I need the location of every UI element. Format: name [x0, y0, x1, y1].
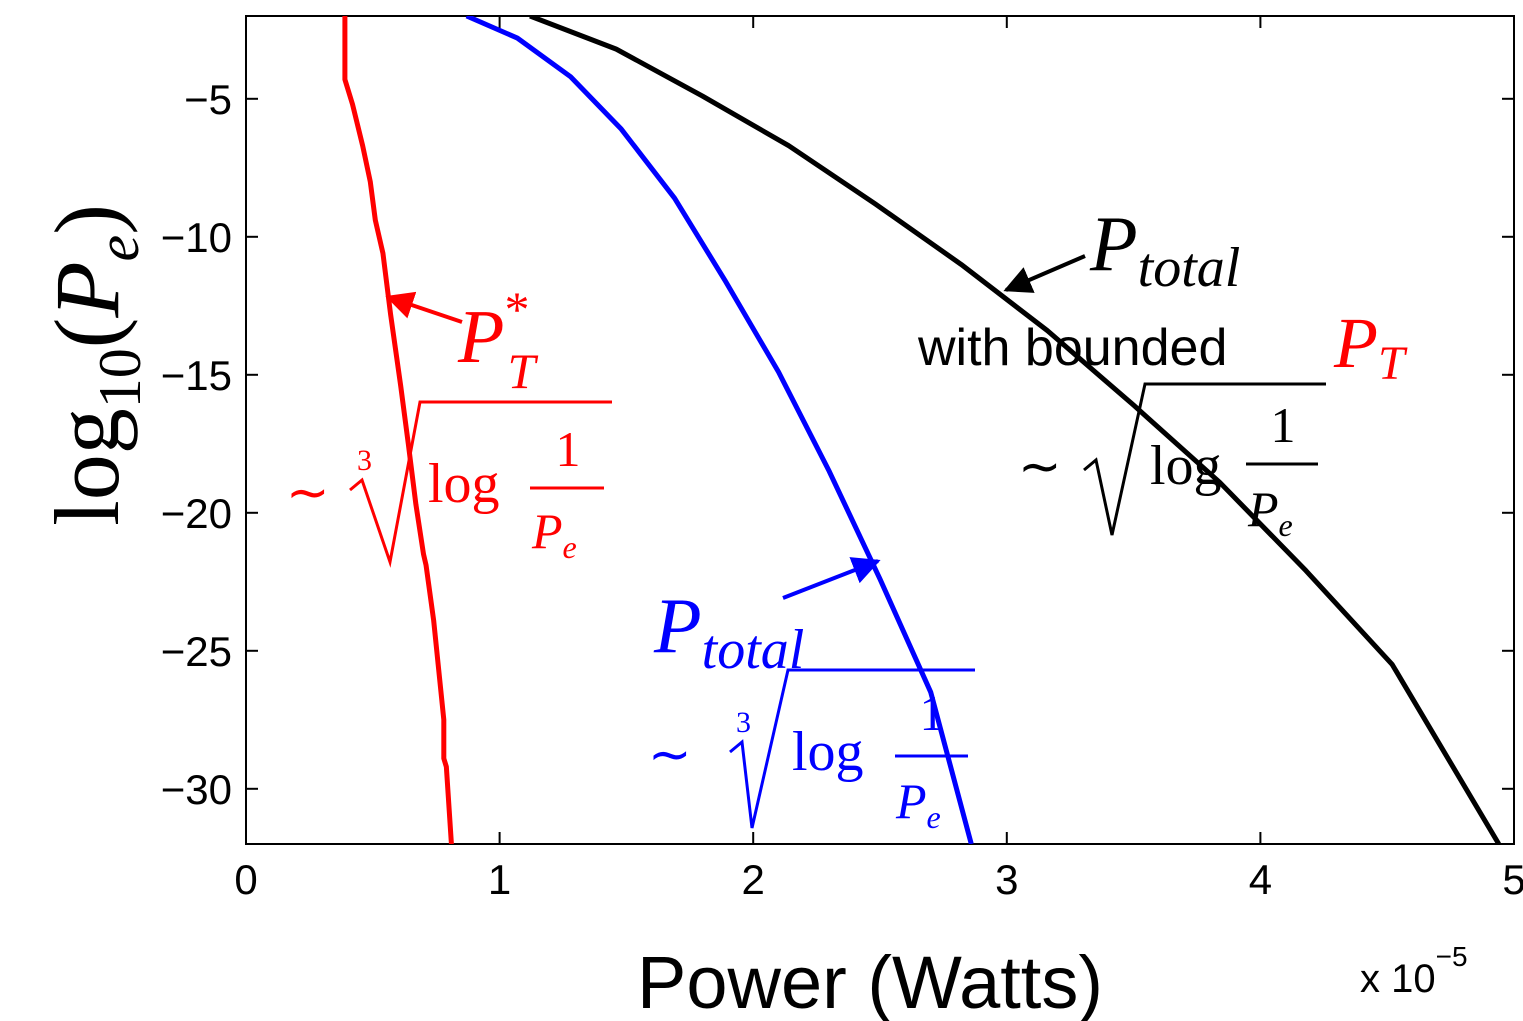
blue-radical	[729, 668, 975, 829]
svg-text:log10(Pe): log10(Pe)	[36, 204, 153, 526]
blue-formula-log: log	[792, 721, 864, 783]
plot-area-frame	[245, 15, 1515, 845]
black-arrow	[1003, 254, 1086, 293]
black-caption: with bounded	[917, 319, 1227, 377]
red-formula-root-index: 3	[357, 444, 372, 477]
red-label: P* T	[457, 281, 538, 399]
y-tick-label-4: −25	[161, 628, 232, 675]
black-formula-num: 1	[1271, 397, 1296, 453]
x-tick-label-4: 4	[1249, 856, 1272, 903]
red-formula-tilde: ∼	[286, 465, 330, 522]
x-tick-label-2: 2	[742, 856, 765, 903]
y-tick-label-2: −15	[161, 352, 232, 399]
blue-formula-root-index: 3	[736, 706, 751, 739]
y-tick-label-3: −20	[161, 490, 232, 537]
annotation-blue: Ptotal ∼ 3 log 1 Pe	[648, 557, 975, 835]
x-tick-label-3: 3	[995, 856, 1018, 903]
x-axis-label: Power (Watts)	[637, 941, 1103, 1021]
black-caption-var: PT	[1333, 303, 1408, 390]
y-tick-label-0: −5	[184, 76, 232, 123]
series-line-0	[342, 16, 454, 844]
series-layer	[342, 16, 1501, 844]
black-radical	[1083, 382, 1326, 536]
red-formula-num: 1	[556, 421, 581, 477]
y-axis-label: log10(Pe)	[36, 204, 153, 526]
y-tick-label-1: −10	[161, 214, 232, 261]
red-arrow	[385, 291, 463, 324]
annotation-black: Ptotal with bounded PT ∼ log 1 Pe	[917, 200, 1408, 543]
annotation-red: P* T ∼ 3 log 1 Pe	[286, 281, 612, 568]
red-formula-den: Pe	[531, 503, 577, 565]
x-axis-multiplier: x 10−5	[1360, 941, 1468, 1001]
x-tick-label-1: 1	[488, 856, 511, 903]
axis-ticks	[245, 16, 1515, 844]
red-formula-log: log	[428, 453, 500, 515]
black-formula-den: Pe	[1247, 481, 1293, 543]
x-tick-label-0: 0	[234, 856, 257, 903]
blue-formula-tilde: ∼	[648, 727, 692, 784]
black-label: Ptotal	[1089, 200, 1240, 299]
y-tick-label-5: −30	[161, 766, 232, 813]
blue-formula-num: 1	[920, 685, 945, 741]
blue-label: Ptotal	[653, 582, 804, 681]
x-tick-label-5: 5	[1502, 856, 1523, 903]
black-formula-log: log	[1150, 435, 1222, 497]
red-radical	[349, 400, 612, 568]
blue-formula-den: Pe	[895, 773, 941, 835]
series-line-1	[465, 16, 974, 844]
black-formula-tilde: ∼	[1018, 439, 1062, 496]
axis-tick-labels: 0 1 2 3 4 5 −5 −10 −15 −20 −25 −30	[161, 76, 1523, 903]
series-line-2	[529, 16, 1501, 844]
blue-arrow	[782, 557, 881, 600]
